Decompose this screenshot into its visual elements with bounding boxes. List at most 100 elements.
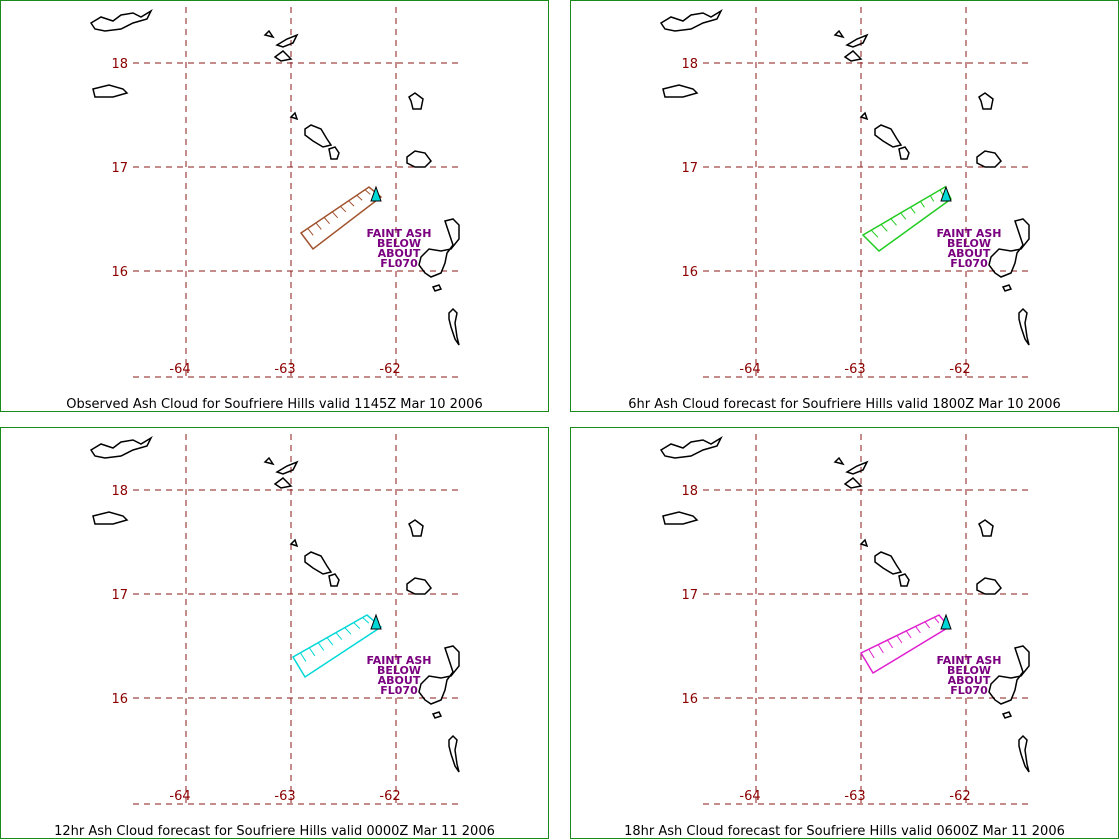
longitude-label: -63 [844,362,865,377]
latitude-label: 17 [111,161,128,176]
volcano-icon [940,613,952,630]
ash-cloud-outline [299,186,383,251]
ash-cloud-hatch [900,212,907,220]
coastline [448,307,460,346]
latitude-label: 18 [681,57,698,72]
coastline [833,29,845,39]
ash-annotation-line: FAINT ASH [936,227,1001,240]
coastline [662,84,699,98]
coastline [408,519,424,537]
coastline [263,456,275,466]
coastline [833,456,845,466]
coastline [659,436,723,459]
longitude-label: -62 [379,362,400,377]
ash-cloud-hatch [307,228,314,236]
ash-cloud-hatch [299,652,307,662]
ash-cloud-hatch [910,206,916,214]
coastline [92,84,129,98]
panel-caption: 18hr Ash Cloud forecast for Soufriere Hi… [624,824,1065,839]
ash-cloud-hatch [896,635,903,644]
coastline [89,9,153,32]
ash-annotation-line: FL070 [950,257,988,270]
latitude-label: 17 [111,588,128,603]
ash-cloud-hatch [364,189,371,195]
coastline [662,511,699,525]
ash-cloud-hatch [929,195,935,202]
coastline [431,711,443,719]
coastline [408,92,424,110]
latitude-label: 17 [681,588,698,603]
longitude-label: -63 [844,789,865,804]
ash-annotation-line: FL070 [380,257,418,270]
coastline [431,284,443,292]
ash-cloud-hatch [933,616,940,624]
ash-cloud-hatch [348,200,355,207]
latitude-label: 16 [111,692,128,707]
coastline [988,645,1030,705]
ash-cloud-hatch [331,211,339,219]
ash-annotation-line: ABOUT [948,674,991,687]
ash-annotation-line: ABOUT [948,247,991,260]
ash-annotation-line: FAINT ASH [366,227,431,240]
longitude-label: -62 [949,362,970,377]
coastline [275,460,299,475]
ash-cloud-hatch [340,205,347,213]
map-panel-observed: 18 17 16 -64 -63 -62 FAINT ASH BELOW ABOUT FL070 … [0,0,549,412]
ash-cloud-hatch [887,639,894,649]
ash-cloud-hatch [868,648,875,659]
ash-cloud-hatch [880,224,888,232]
longitude-label: -64 [169,362,190,377]
latitude-label: 16 [111,265,128,280]
longitude-label: -63 [274,362,295,377]
coastline [978,519,994,537]
latitude-label: 18 [681,484,698,499]
coastline [263,29,275,39]
coastline [843,477,863,489]
ash-cloud-hatch [870,229,879,238]
map-panel-18hr: 18 17 16 -64 -63 -62 FAINT ASH BELOW ABOUT FL070 … [570,427,1119,839]
ash-annotation-line: BELOW [947,664,991,677]
ash-cloud-hatch [905,630,912,639]
coastline [845,460,869,475]
volcano-icon [370,613,382,630]
ash-annotation-line: ABOUT [378,674,421,687]
latitude-label: 18 [111,484,128,499]
longitude-label: -64 [169,789,190,804]
panel-caption: 12hr Ash Cloud forecast for Soufriere Hi… [54,824,495,839]
ash-cloud-hatch [335,632,343,640]
longitude-label: -64 [739,362,760,377]
coastline [406,150,432,168]
coastline [659,9,723,32]
longitude-label: -62 [949,789,970,804]
coastline [1018,307,1030,346]
ash-cloud-hatch [323,217,330,224]
latitude-label: 17 [681,161,698,176]
ash-cloud-hatch [924,621,931,629]
coastline [978,92,994,110]
map-panel-12hr: 18 17 16 -64 -63 -62 FAINT ASH BELOW ABOUT FL070 … [0,427,549,839]
ash-annotation-line: FAINT ASH [936,654,1001,667]
coastline [898,146,910,160]
longitude-label: -64 [739,789,760,804]
coastline [976,577,1002,595]
latitude-label: 16 [681,692,698,707]
coastline [328,573,340,587]
longitude-label: -62 [379,789,400,804]
coastline [275,33,299,48]
coastline [859,538,869,548]
ash-cloud-hatch [344,627,352,635]
ash-cloud-hatch [877,644,884,654]
coastline [406,577,432,595]
ash-annotation-line: FAINT ASH [366,654,431,667]
coastline [988,218,1030,278]
ash-annotation-line: BELOW [377,664,421,677]
panel-caption: Observed Ash Cloud for Soufriere Hills v… [66,397,483,412]
coastline [273,50,293,62]
ash-cloud-hatch [890,218,897,226]
panel-caption: 6hr Ash Cloud forecast for Soufriere Hil… [628,397,1061,412]
ash-annotation-line: BELOW [947,237,991,250]
ash-cloud-hatch [326,637,334,646]
ash-annotation-line: FL070 [380,684,418,697]
ash-cloud-hatch [915,626,921,634]
coastline [845,33,869,48]
